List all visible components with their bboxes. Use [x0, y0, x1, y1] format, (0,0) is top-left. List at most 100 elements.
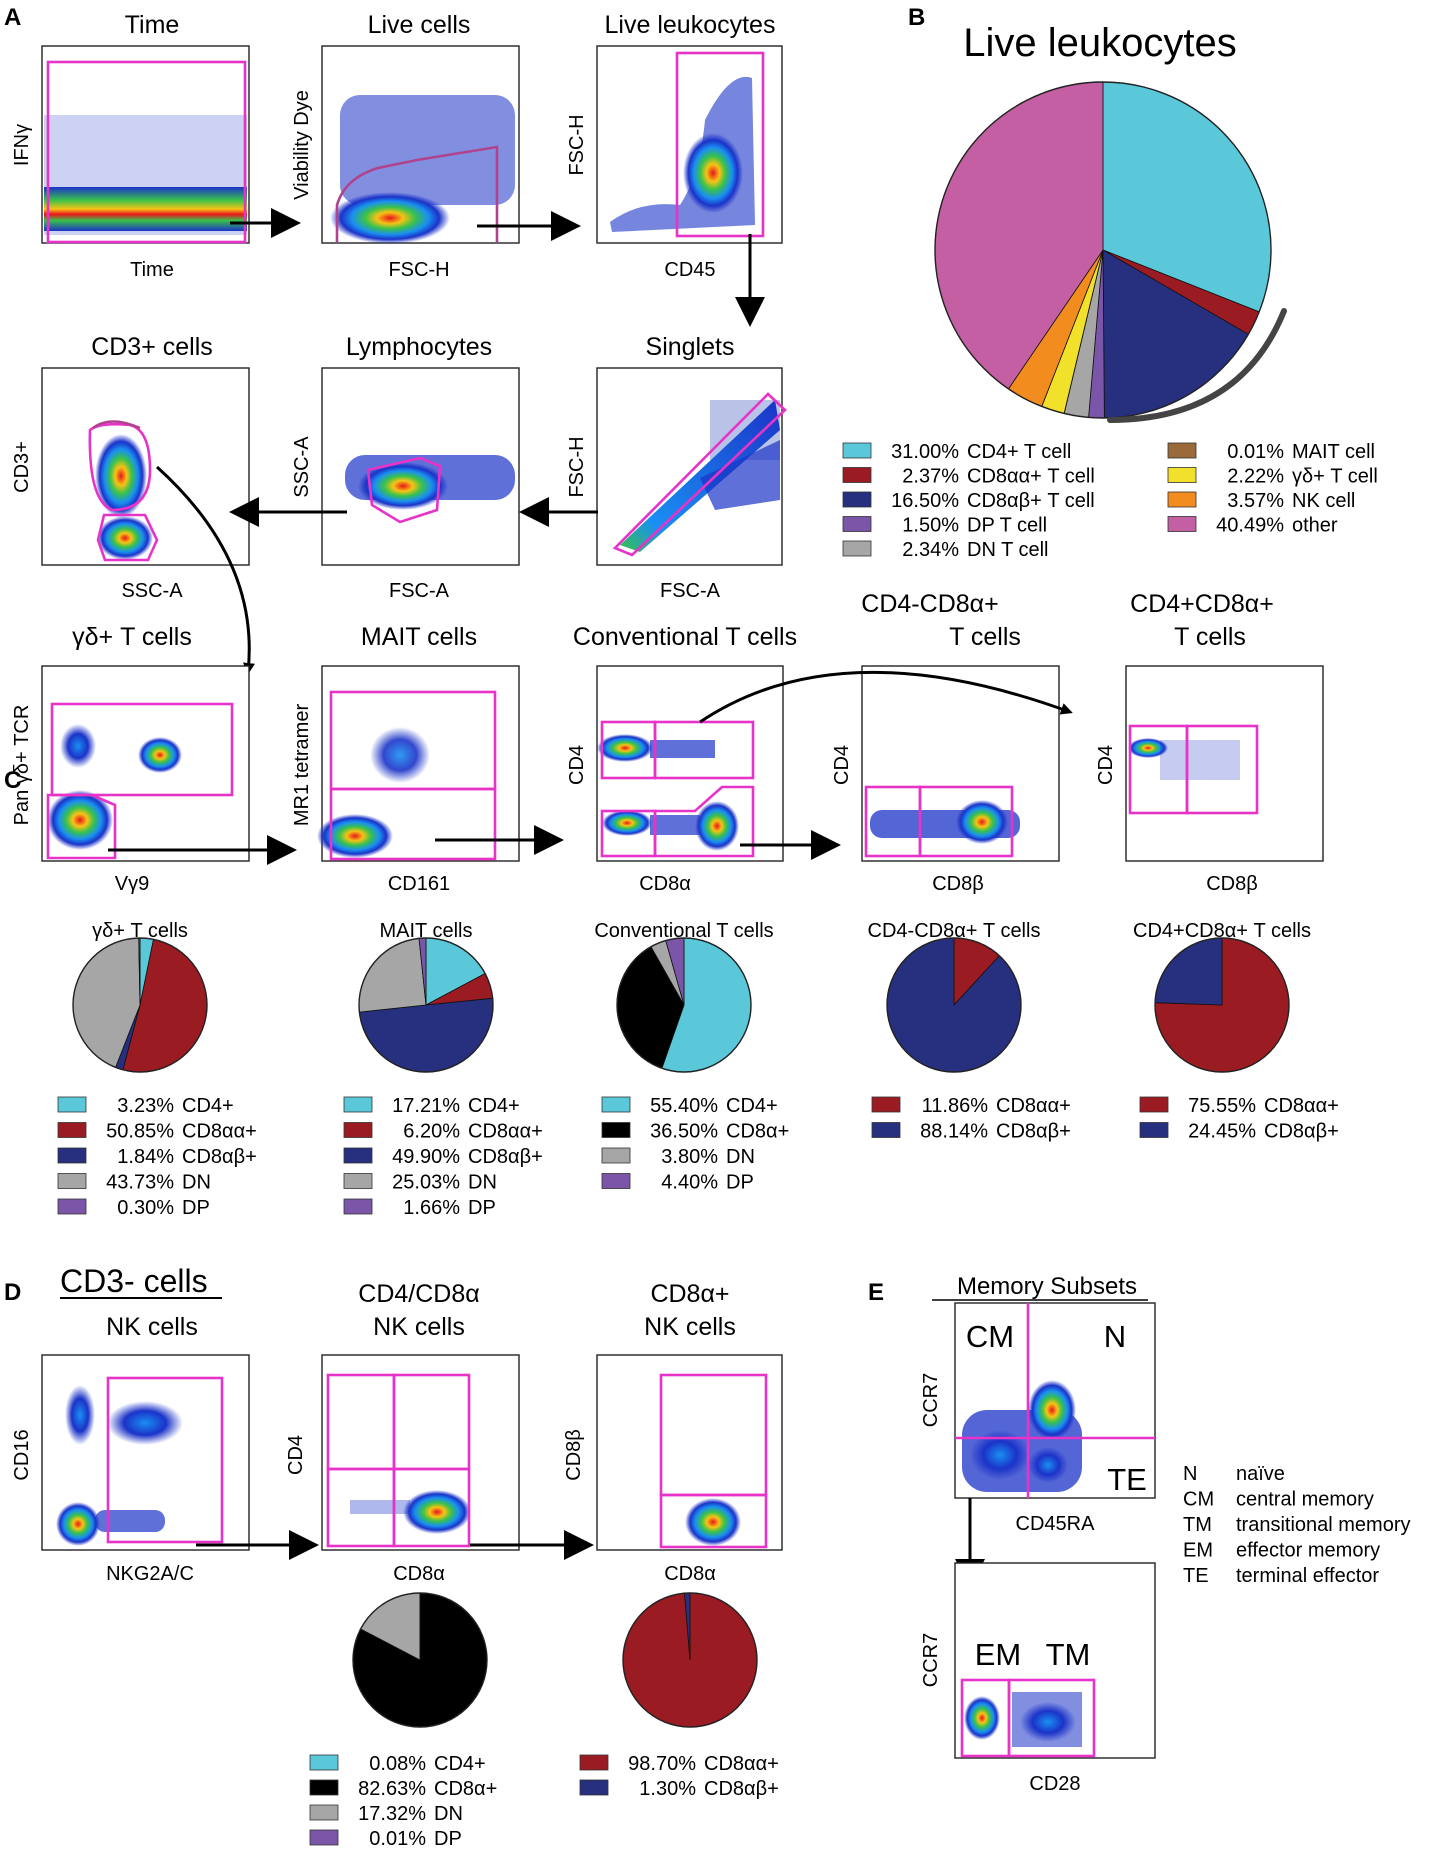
- plot-gd-t-cells: γδ+ T cells Vγ9 Pan γδ+ TCR: [11, 623, 250, 895]
- legend-swatch: [1167, 467, 1197, 483]
- legend-item-cd8: 1.84% CD8αβ+: [57, 1146, 257, 1168]
- legend-label: CD8αβ+ T cell: [967, 490, 1095, 512]
- legend-percent: 55.40%: [650, 1095, 718, 1117]
- panel-label-d: D: [4, 1279, 21, 1306]
- plot-live-cells: Live cells FSC-H Viability Dye: [291, 11, 520, 281]
- pie-cd4-cd8-t-cells: CD4-CD8α+ T cells 11.86% CD8αα+ 88.14% CD8αβ…: [868, 920, 1071, 1143]
- x-axis-label: NKG2A/C: [106, 1563, 194, 1585]
- legend-label: CD8αα+: [1264, 1095, 1339, 1117]
- plot-cd3-cells: CD3+ cells SSC-A CD3+: [11, 333, 250, 602]
- plot-title: Live leukocytes: [605, 11, 776, 39]
- legend-percent: 17.32%: [358, 1803, 426, 1825]
- legend-swatch: [57, 1122, 87, 1138]
- x-axis-label: SSC-A: [121, 580, 183, 602]
- pie-slice-dn: [358, 937, 427, 1013]
- legend-swatch: [1167, 491, 1197, 508]
- cd3-neg-heading: CD3- cells: [60, 1263, 208, 1299]
- legend-percent: 75.55%: [1188, 1095, 1256, 1117]
- legend-percent: 82.63%: [358, 1778, 426, 1800]
- legend-label: CD8αα+: [182, 1121, 257, 1143]
- legend-label: NK cell: [1292, 490, 1355, 512]
- legend-percent: 1.66%: [403, 1197, 460, 1219]
- legend-percent: 49.90%: [392, 1146, 460, 1168]
- memory-subsets-heading: Memory Subsets: [957, 1273, 1137, 1300]
- legend-swatch: [343, 1198, 373, 1215]
- pie-title: Conventional T cells: [594, 920, 773, 942]
- legend-swatch: [343, 1096, 373, 1113]
- legend-item-mait-cell: 0.01% MAIT cell: [1167, 441, 1375, 463]
- legend-item-cd8: 1.30% CD8αβ+: [579, 1778, 779, 1800]
- pie-t-cells: γδ+ T cells 3.23% CD4+ 50.85% CD8αα+ 1.84% CD8…: [57, 920, 257, 1219]
- plot-title: MAIT cells: [361, 623, 477, 651]
- plot-mait-cells: MAIT cells CD161 MR1 tetramer: [291, 623, 520, 895]
- legend-percent: 11.86%: [922, 1095, 989, 1117]
- legend-label: γδ+ T cell: [1292, 466, 1378, 488]
- plot-title: CD3+ cells: [91, 333, 213, 361]
- legend-label: DP: [182, 1197, 210, 1219]
- legend-abbr: EM: [1183, 1540, 1213, 1562]
- y-axis-label: SSC-A: [291, 436, 313, 498]
- plot-time: Time Time IFNγ: [11, 11, 250, 281]
- legend-percent: 3.23%: [117, 1095, 174, 1117]
- panel-label-b: B: [908, 4, 925, 31]
- legend-swatch: [57, 1173, 87, 1189]
- plot-title: γδ+ T cells: [72, 623, 192, 651]
- legend-item-cd8: 50.85% CD8αα+: [57, 1121, 257, 1143]
- plot-cd4neg-cd8a-t-cells: CD4-CD8α+ T cells CD8β CD4: [831, 590, 1060, 895]
- legend-swatch: [1139, 1122, 1169, 1138]
- pie-conventional-t-cells: Conventional T cells 55.40% CD4+ 36.50% CD8α…: [594, 920, 789, 1194]
- gating-arrow-curved: [155, 465, 255, 675]
- y-axis-label: Pan γδ+ TCR: [11, 705, 33, 826]
- legend-percent: 3.57%: [1227, 490, 1284, 512]
- legend-item-cd8: 36.50% CD8α+: [601, 1121, 789, 1143]
- pie-outline: [622, 1592, 758, 1728]
- pie-outline: [616, 937, 752, 1073]
- legend-item-cd8-t-cell: 16.50% CD8αβ+ T cell: [842, 490, 1095, 512]
- y-axis-label: CD4: [1095, 745, 1117, 785]
- x-axis-label: FSC-H: [388, 259, 449, 281]
- x-axis-label: CD45: [664, 259, 715, 281]
- legend-label: CD8αα+: [468, 1121, 543, 1143]
- legend-label: CD4+: [468, 1095, 520, 1117]
- legend-swatch: [57, 1147, 87, 1164]
- legend-percent: 4.40%: [661, 1172, 718, 1194]
- legend-swatch: [309, 1829, 339, 1846]
- legend-swatch: [601, 1122, 631, 1138]
- legend-item-dp: 0.01% DP: [309, 1828, 462, 1850]
- legend-label: DP: [726, 1172, 754, 1194]
- quadrant-cm: CM: [966, 1319, 1014, 1354]
- legend-percent: 2.22%: [1227, 466, 1284, 488]
- legend-item-dp: 1.66% DP: [343, 1197, 496, 1219]
- legend-swatch: [1139, 1096, 1169, 1113]
- pie-mait-cells: MAIT cells 17.21% CD4+ 6.20% CD8αα+ 49.90% CD8…: [343, 920, 543, 1219]
- legend-label: other: [1292, 515, 1338, 537]
- legend-percent: 88.14%: [920, 1121, 988, 1143]
- plot-title: Live cells: [368, 11, 471, 39]
- quadrant-te: TE: [1107, 1462, 1147, 1497]
- legend-label: DN: [726, 1146, 755, 1168]
- x-axis-label: CD8β: [932, 873, 984, 895]
- x-axis-label: CD8α: [664, 1563, 716, 1585]
- legend-percent: 0.30%: [117, 1197, 174, 1219]
- legend-item-cd8: 98.70% CD8αα+: [579, 1753, 779, 1775]
- legend-label: DP T cell: [967, 515, 1047, 537]
- pie-live-leukocytes: Live leukocytes 31.00% CD4+ T cell 2.37% CD…: [842, 21, 1378, 561]
- x-axis-label: CD8α: [639, 873, 691, 895]
- legend-label: CD4+: [434, 1753, 486, 1775]
- y-axis-label: Viability Dye: [291, 90, 313, 200]
- plot-lymphocytes: Lymphocytes FSC-A SSC-A: [291, 333, 520, 602]
- legend-label: MAIT cell: [1292, 441, 1375, 463]
- memory-legend-em: EM effector memory: [1183, 1540, 1380, 1562]
- quadrant-tm: TM: [1046, 1637, 1091, 1672]
- plot-title: CD4/CD8α: [358, 1280, 479, 1308]
- legend-label: CD8α+: [434, 1778, 497, 1800]
- legend-label: DP: [434, 1828, 462, 1850]
- legend-item-dn: 17.32% DN: [309, 1803, 463, 1825]
- legend-swatch: [871, 1122, 901, 1138]
- legend-label: DN T cell: [967, 539, 1049, 561]
- legend-item-t-cell: 2.22% γδ+ T cell: [1167, 466, 1378, 488]
- plot-conventional-t-cells: Conventional T cells CD8α CD4: [566, 623, 797, 895]
- legend-swatch: [1167, 516, 1197, 532]
